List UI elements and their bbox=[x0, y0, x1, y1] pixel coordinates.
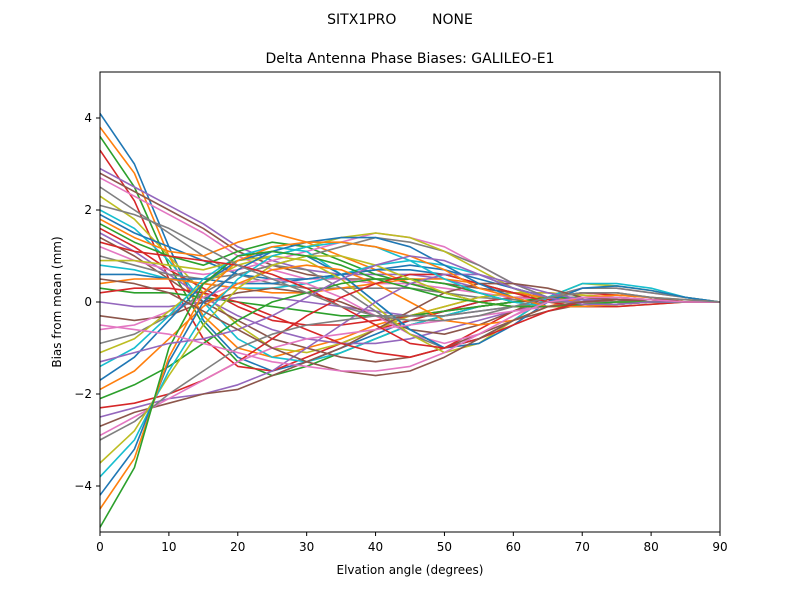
x-tick-label: 60 bbox=[506, 540, 521, 554]
y-tick-label: −4 bbox=[74, 479, 92, 493]
y-tick-label: 2 bbox=[84, 203, 92, 217]
x-tick-label: 20 bbox=[230, 540, 245, 554]
x-tick-label: 80 bbox=[643, 540, 658, 554]
x-axis-label: Elvation angle (degrees) bbox=[337, 563, 484, 577]
x-axis: 0 10 20 30 40 50 60 70 80 90 bbox=[96, 532, 728, 554]
x-tick-label: 70 bbox=[575, 540, 590, 554]
y-axis-label: Bias from mean (mm) bbox=[50, 236, 64, 367]
series-line-44 bbox=[99, 255, 720, 363]
series-line-46 bbox=[99, 296, 720, 372]
y-axis: −4 −2 0 2 4 bbox=[74, 111, 100, 493]
series-line-31 bbox=[99, 264, 721, 391]
x-tick-label: 90 bbox=[712, 540, 727, 554]
x-tick-label: 40 bbox=[368, 540, 383, 554]
plot-area: 0 10 20 30 40 50 60 70 80 90 −4 −2 0 2 4 bbox=[74, 71, 728, 554]
series-line-47 bbox=[99, 204, 721, 322]
x-tick-label: 30 bbox=[299, 540, 314, 554]
x-tick-label: 50 bbox=[437, 540, 452, 554]
chart-title: Delta Antenna Phase Biases: GALILEO-E1 bbox=[265, 51, 554, 67]
series-layer bbox=[99, 112, 721, 528]
x-tick-label: 0 bbox=[96, 540, 104, 554]
y-tick-label: 4 bbox=[84, 111, 92, 125]
figure-suptitle: SITX1PRO NONE bbox=[327, 12, 473, 28]
series-line-45 bbox=[99, 278, 720, 377]
y-tick-label: −2 bbox=[74, 387, 92, 401]
x-tick-label: 10 bbox=[161, 540, 176, 554]
series-line-42 bbox=[99, 250, 720, 528]
y-tick-label: 0 bbox=[84, 295, 92, 309]
